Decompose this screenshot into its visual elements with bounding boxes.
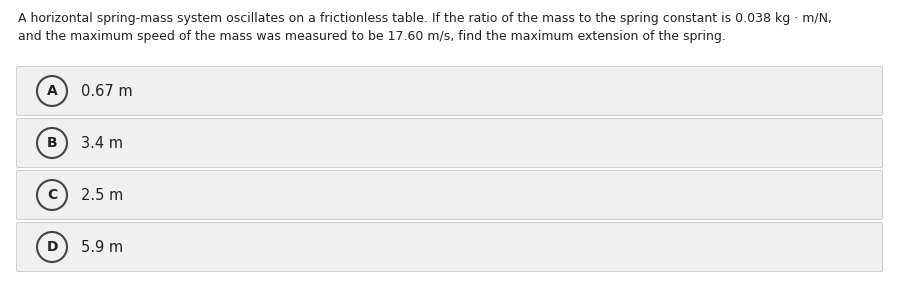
FancyBboxPatch shape — [16, 222, 883, 272]
Circle shape — [37, 128, 67, 158]
FancyBboxPatch shape — [16, 171, 883, 219]
Circle shape — [37, 180, 67, 210]
Text: 2.5 m: 2.5 m — [81, 188, 123, 202]
Circle shape — [37, 232, 67, 262]
FancyBboxPatch shape — [16, 67, 883, 116]
Text: 0.67 m: 0.67 m — [81, 83, 133, 98]
Text: D: D — [46, 240, 58, 254]
Text: A: A — [47, 84, 58, 98]
FancyBboxPatch shape — [16, 118, 883, 168]
Text: 3.4 m: 3.4 m — [81, 135, 123, 151]
Text: B: B — [47, 136, 58, 150]
Text: A horizontal spring-mass system oscillates on a frictionless table. If the ratio: A horizontal spring-mass system oscillat… — [18, 12, 832, 25]
Text: C: C — [47, 188, 58, 202]
Text: 5.9 m: 5.9 m — [81, 239, 123, 254]
Text: and the maximum speed of the mass was measured to be 17.60 m/s, find the maximum: and the maximum speed of the mass was me… — [18, 30, 725, 43]
Circle shape — [37, 76, 67, 106]
